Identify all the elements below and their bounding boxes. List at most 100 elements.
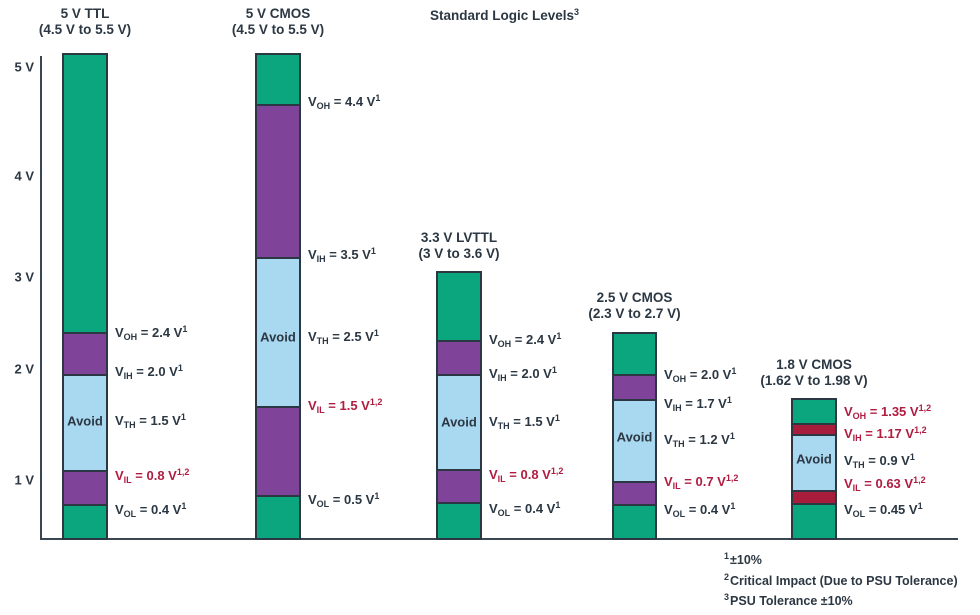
footnotes: 1±10% 2Critical Impact (Due to PSU Toler… <box>724 548 958 610</box>
level-label-footnote-ref: 1 <box>730 501 736 511</box>
bar-segment-green <box>614 334 655 374</box>
footnote-2-text: Critical Impact (Due to PSU Tolerance) <box>730 573 958 588</box>
level-label-footnote-ref: 1,2 <box>550 466 564 476</box>
level-label-subscript: OL <box>672 509 686 519</box>
bar-segment-crimson <box>793 423 835 434</box>
level-label-footnote-ref: 1,2 <box>725 473 739 483</box>
level-label-footnote-ref: 1 <box>556 331 562 341</box>
footnote-1: 1±10% <box>724 548 958 569</box>
level-label-footnote-ref: 1 <box>370 246 376 256</box>
bar-title-supply-range: (4.5 V to 5.5 V) <box>38 22 132 37</box>
level-label-subscript: OL <box>852 509 866 519</box>
level-label-subscript: OL <box>497 508 511 518</box>
level-label-vih: VIH = 3.5 V1 <box>308 246 376 264</box>
bar-segment-green <box>614 504 655 538</box>
logic-level-bar: Avoid <box>436 271 482 540</box>
bar-title: 5 V CMOS (4.5 V to 5.5 V) <box>188 6 368 38</box>
y-axis-tick-label-3V: 3 V <box>14 269 34 285</box>
y-axis-tick-label-1V: 1 V <box>14 472 34 488</box>
level-label-subscript: OL <box>123 509 137 519</box>
level-label-footnote-ref: 1 <box>180 412 186 422</box>
bar-segment-purple <box>257 104 299 257</box>
logic-level-bar: Avoid <box>62 53 108 540</box>
bar-segment-lightblue <box>793 434 835 490</box>
bar-title: 2.5 V CMOS (2.3 V to 2.7 V) <box>545 290 725 322</box>
level-label-footnote-ref: 1 <box>375 93 381 103</box>
bar-segment-lightblue <box>257 257 299 406</box>
y-axis-tick-label-2V: 2 V <box>14 361 34 377</box>
chart-title-text: Standard Logic Levels <box>430 8 575 23</box>
level-label-vih: VIH = 2.0 V1 <box>115 363 183 381</box>
level-label-vol: VOL = 0.4 V1 <box>115 501 187 519</box>
level-label-footnote-ref: 1 <box>181 501 187 511</box>
level-label-footnote-ref: 1 <box>909 452 915 462</box>
bar-title-family: 1.8 V CMOS <box>776 357 852 372</box>
bar-segment-lightblue <box>614 399 655 481</box>
level-label-vth: VTH = 1.5 V1 <box>115 412 186 430</box>
bar-segment-green <box>793 503 835 538</box>
bar-title-supply-range: (4.5 V to 5.5 V) <box>231 22 325 37</box>
level-label-subscript: IL <box>852 483 861 493</box>
bar-segment-green <box>793 400 835 423</box>
bar-segment-green <box>257 55 299 104</box>
chart-title-footnote-ref: 3 <box>574 7 580 17</box>
footnote-2: 2Critical Impact (Due to PSU Tolerance) <box>724 569 958 590</box>
level-label-vih: VIH = 1.17 V1,2 <box>844 425 927 443</box>
level-label-vth: VTH = 1.5 V1 <box>489 413 560 431</box>
bar-title-supply-range: (2.3 V to 2.7 V) <box>588 306 681 321</box>
level-label-footnote-ref: 1,2 <box>176 467 190 477</box>
level-label-subscript: IL <box>316 405 325 415</box>
level-label-vth: VTH = 2.5 V1 <box>308 328 379 346</box>
level-label-subscript: OH <box>672 374 687 384</box>
level-label-vth: VTH = 1.2 V1 <box>664 431 735 449</box>
y-axis-tick-label-4V: 4 V <box>14 168 34 184</box>
level-label-footnote-ref: 1,2 <box>369 397 383 407</box>
bar-segment-purple <box>438 340 480 374</box>
x-axis-line <box>40 538 958 540</box>
avoid-label: Avoid <box>260 329 296 345</box>
avoid-label: Avoid <box>441 414 477 430</box>
level-label-subscript: IH <box>672 403 682 413</box>
level-label-subscript: TH <box>316 336 329 346</box>
y-axis-tick-label-5V: 5 V <box>14 59 34 75</box>
level-label-vil: VIL = 1.5 V1,2 <box>308 397 383 415</box>
level-label-subscript: OH <box>316 101 331 111</box>
level-label-vil: VIL = 0.63 V1,2 <box>844 475 926 493</box>
level-label-vol: VOL = 0.4 V1 <box>489 500 561 518</box>
level-label-subscript: OH <box>497 339 512 349</box>
bar-title: 1.8 V CMOS (1.62 V to 1.98 V) <box>724 357 904 389</box>
level-label-voh: VOH = 2.4 V1 <box>489 331 562 349</box>
level-label-footnote-ref: 1 <box>555 500 561 510</box>
level-label-footnote-ref: 1 <box>373 328 379 338</box>
level-label-footnote-ref: 1 <box>551 365 557 375</box>
avoid-label: Avoid <box>796 451 832 467</box>
level-label-subscript: OL <box>316 499 330 509</box>
bar-segment-green <box>257 495 299 538</box>
logic-level-bar: Avoid <box>255 53 301 540</box>
level-label-vol: VOL = 0.4 V1 <box>664 501 736 519</box>
level-label-subscript: IH <box>123 371 133 381</box>
logic-level-bar: Avoid <box>612 332 657 540</box>
bar-title: 3.3 V LVTTL (3 V to 3.6 V) <box>369 230 549 262</box>
level-label-voh: VOH = 2.0 V1 <box>664 366 737 384</box>
footnote-3-marker: 3 <box>724 592 730 602</box>
level-label-subscript: TH <box>852 460 865 470</box>
level-label-voh: VOH = 2.4 V1 <box>115 324 188 342</box>
chart-title: Standard Logic Levels3 <box>430 7 579 23</box>
level-label-footnote-ref: 1 <box>726 395 732 405</box>
bar-title-family: 5 V TTL <box>60 6 110 21</box>
level-label-vih: VIH = 1.7 V1 <box>664 395 732 413</box>
level-label-subscript: OH <box>123 332 138 342</box>
bar-title-supply-range: (3 V to 3.6 V) <box>418 246 500 261</box>
level-label-subscript: IL <box>672 481 681 491</box>
bar-title-supply-range: (1.62 V to 1.98 V) <box>760 373 868 388</box>
bar-segment-purple <box>614 374 655 399</box>
y-axis-line <box>40 56 42 540</box>
level-label-voh: VOH = 4.4 V1 <box>308 93 381 111</box>
level-label-voh: VOH = 1.35 V1,2 <box>844 403 932 421</box>
bar-segment-lightblue <box>438 374 480 469</box>
bar-segment-green <box>64 55 106 332</box>
avoid-label: Avoid <box>616 429 653 445</box>
